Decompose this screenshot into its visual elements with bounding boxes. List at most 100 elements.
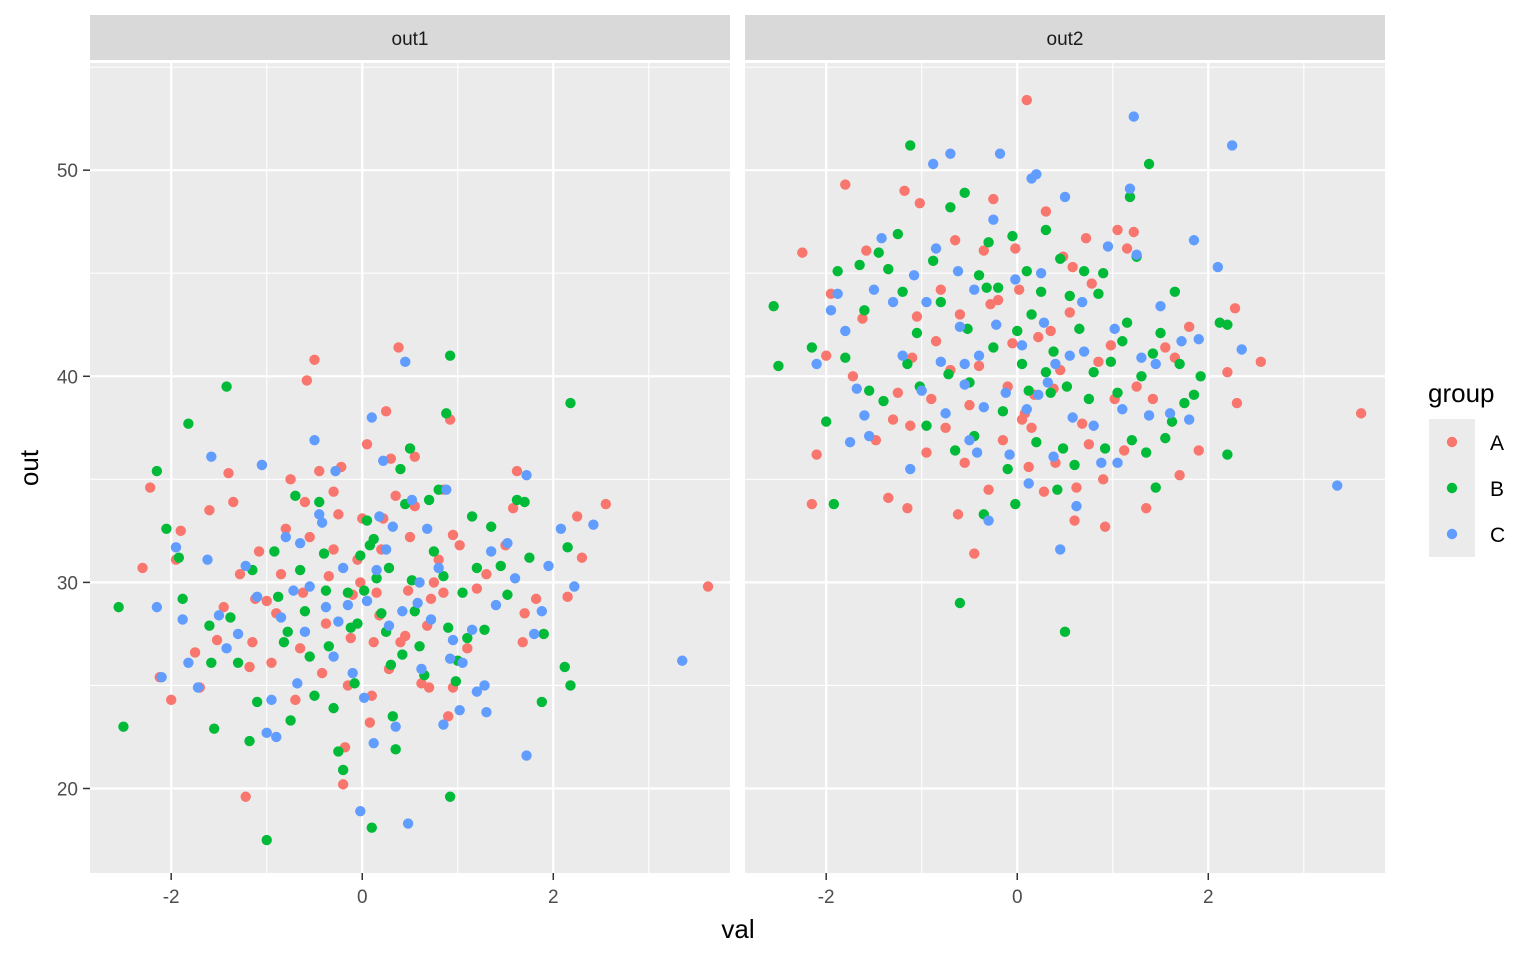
point-out1-A	[240, 791, 251, 802]
point-out1-B	[364, 540, 376, 551]
point-out2-B	[1016, 358, 1028, 370]
point-out2-A	[1093, 356, 1104, 368]
point-out1-B	[385, 659, 397, 671]
point-out1-A	[517, 636, 528, 648]
point-out2-B	[1121, 317, 1133, 328]
point-out1-B	[173, 552, 185, 563]
point-out1-B	[221, 381, 232, 392]
point-out1-A	[530, 593, 542, 605]
point-out1-A	[364, 717, 376, 728]
point-out1-A	[314, 465, 325, 477]
point-out1-C	[521, 750, 532, 761]
point-out2-C	[832, 288, 843, 300]
point-out1-B	[337, 764, 349, 776]
point-out1-A	[380, 406, 392, 417]
point-out1-B	[559, 661, 570, 673]
point-out2-B	[854, 259, 865, 271]
point-out2-B	[983, 237, 994, 248]
point-out2-A	[1099, 521, 1111, 532]
point-out2-A	[1131, 381, 1142, 392]
point-out2-A	[1010, 243, 1021, 254]
point-out1-A	[576, 552, 588, 563]
point-out1-B	[151, 465, 163, 477]
point-out2-C	[1088, 420, 1099, 431]
point-out1-A	[244, 661, 255, 673]
point-out2-B	[1048, 346, 1059, 357]
point-out2-C	[1038, 317, 1050, 328]
point-out1-C	[292, 678, 303, 689]
point-out2-A	[1121, 243, 1133, 254]
point-out1-C	[275, 612, 287, 623]
point-out2-B	[959, 187, 970, 199]
point-out2-A	[1013, 284, 1025, 295]
point-out1-A	[253, 546, 265, 557]
point-out1-A	[189, 647, 201, 658]
legend-swatch-A	[1446, 436, 1458, 448]
point-out1-B	[450, 676, 462, 687]
point-out2-C	[1096, 457, 1107, 469]
point-out2-C	[1102, 241, 1114, 252]
point-out1-A	[218, 601, 229, 613]
point-out2-C	[1212, 261, 1224, 273]
point-out2-B	[1112, 387, 1123, 398]
point-out2-C	[1023, 478, 1034, 489]
point-out2-A	[926, 393, 937, 405]
point-out1-C	[502, 538, 513, 549]
point-out2-B	[1093, 288, 1104, 300]
point-out2-C	[1236, 344, 1247, 355]
point-out2-B	[1222, 319, 1233, 330]
point-out2-A	[978, 245, 990, 256]
point-out1-C	[213, 610, 225, 621]
point-out2-B	[981, 282, 992, 293]
point-out1-C	[294, 538, 306, 549]
point-out2-A	[797, 247, 808, 258]
point-out2-C	[1033, 389, 1044, 401]
point-out1-B	[404, 443, 416, 454]
point-out1-C	[330, 465, 341, 477]
x-tick-label: 2	[548, 887, 559, 908]
point-out2-A	[1255, 356, 1267, 368]
point-out1-B	[309, 690, 320, 701]
point-out2-B	[1179, 397, 1190, 409]
point-out1-A	[333, 509, 344, 520]
point-out1-C	[421, 523, 433, 535]
point-out2-C	[1124, 183, 1136, 194]
point-out2-A	[969, 548, 980, 559]
point-out2-C	[811, 358, 822, 370]
point-out2-A	[935, 284, 947, 295]
point-out1-C	[316, 517, 328, 528]
point-out2-C	[1059, 191, 1071, 203]
point-out1-A	[337, 779, 349, 790]
point-out1-B	[462, 632, 473, 644]
point-out1-C	[387, 521, 399, 532]
point-out2-B	[1088, 366, 1099, 378]
point-out1-C	[320, 601, 332, 613]
point-out1-A	[323, 571, 335, 582]
point-out2-A	[883, 492, 894, 504]
point-out2-B	[1188, 389, 1200, 401]
point-out1-A	[571, 511, 583, 522]
point-out2-C	[908, 270, 920, 281]
point-out1-C	[232, 628, 244, 640]
point-out1-C	[400, 356, 411, 368]
strip-label-out1: out1	[392, 29, 429, 50]
point-out2-C	[971, 447, 983, 458]
point-out2-B	[1057, 443, 1069, 454]
point-out2-C	[973, 350, 985, 361]
point-out2-B	[1126, 434, 1138, 446]
x-axis-out1: -2 0 2	[163, 873, 559, 908]
point-out2-B	[820, 416, 832, 427]
point-out1-A	[320, 618, 332, 629]
point-out1-C	[206, 451, 217, 462]
point-out2-C	[1031, 169, 1042, 180]
point-out1-B	[438, 571, 449, 582]
point-out2-B	[992, 282, 1004, 293]
point-out2-A	[1229, 303, 1241, 314]
point-out1-B	[304, 651, 315, 662]
point-out1-B	[328, 702, 339, 714]
point-out2-C	[1226, 140, 1238, 151]
point-out2-A	[1140, 502, 1152, 514]
point-out2-B	[1143, 158, 1155, 170]
point-out1-B	[232, 657, 244, 668]
point-out1-A	[428, 577, 440, 588]
